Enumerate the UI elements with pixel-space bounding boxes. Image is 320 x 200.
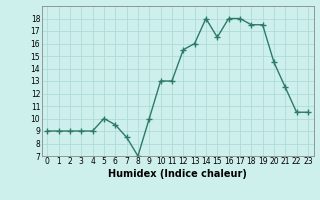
X-axis label: Humidex (Indice chaleur): Humidex (Indice chaleur) (108, 169, 247, 179)
